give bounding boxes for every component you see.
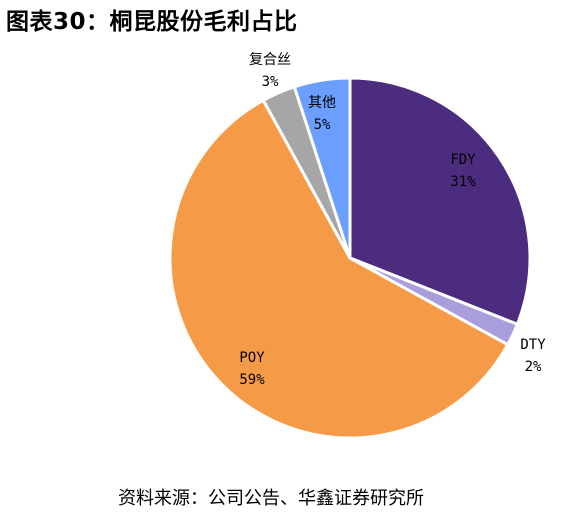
source-note: 资料来源：公司公告、华鑫证券研究所 xyxy=(118,488,424,509)
chart-title: 图表30：桐昆股份毛利占比 xyxy=(6,9,298,35)
pie-labels: FDY 31% DTY 2% POY 59% 复合丝 3% 其他 5% xyxy=(239,51,546,388)
slice-value-1: 2% xyxy=(525,359,542,375)
pie-slices xyxy=(168,76,532,440)
slice-label-0: FDY xyxy=(450,152,476,168)
slice-label-1: DTY xyxy=(520,337,546,353)
slice-value-3: 3% xyxy=(262,74,279,90)
slice-value-2: 59% xyxy=(239,372,265,388)
pie-chart: FDY 31% DTY 2% POY 59% 复合丝 3% 其他 5% xyxy=(168,51,546,440)
pie-slice-0 xyxy=(348,76,532,326)
slice-label-3: 复合丝 xyxy=(249,51,291,68)
pie-slice-4 xyxy=(292,76,352,260)
slice-label-4: 其他 xyxy=(308,95,336,111)
slice-label-2: POY xyxy=(239,350,265,366)
pie-slice-2 xyxy=(168,98,510,440)
slice-value-0: 31% xyxy=(450,174,476,190)
slice-value-4: 5% xyxy=(314,117,331,133)
